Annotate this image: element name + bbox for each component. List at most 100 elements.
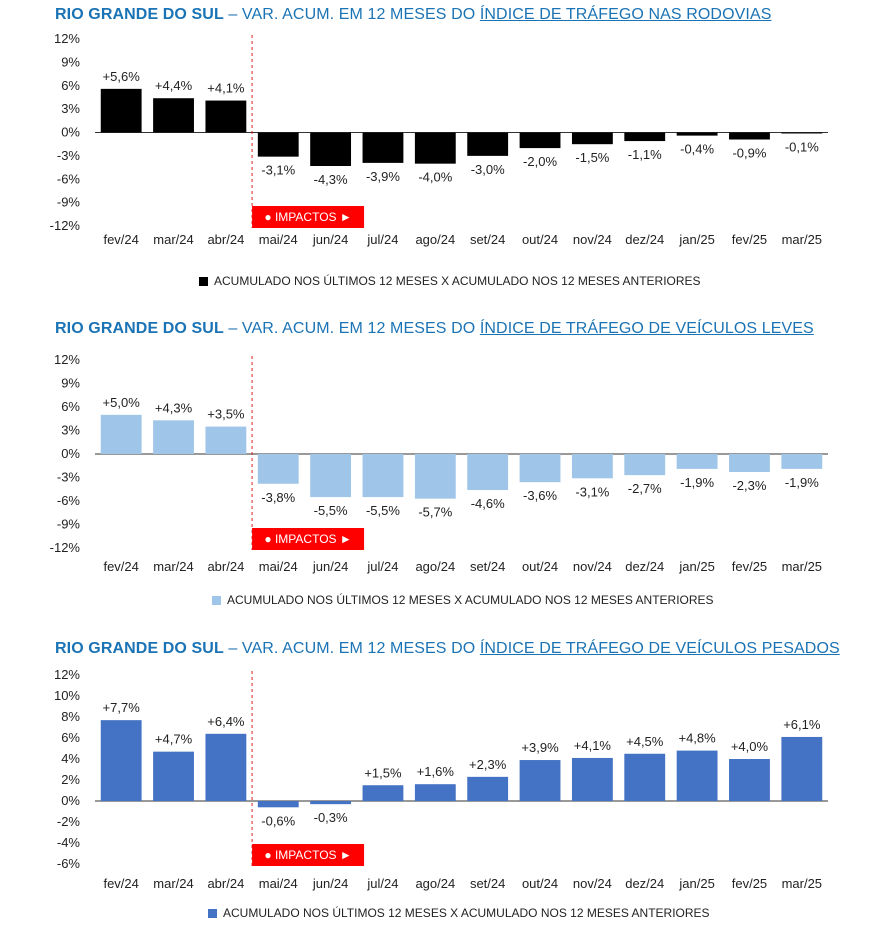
bar: [100, 88, 142, 133]
legend-label: ACUMULADO NOS ÚLTIMOS 12 MESES X ACUMULA…: [223, 906, 710, 920]
legend-label: ACUMULADO NOS ÚLTIMOS 12 MESES X ACUMULA…: [214, 274, 701, 288]
data-label: -3,6%: [523, 488, 557, 503]
data-label: -0,9%: [732, 146, 766, 161]
chart-title: RIO GRANDE DO SUL – VAR. ACUM. EM 12 MES…: [55, 320, 814, 338]
data-label: -4,3%: [314, 172, 348, 187]
x-tick-label: set/24: [470, 232, 505, 247]
x-tick-label: out/24: [522, 232, 558, 247]
bar: [257, 801, 299, 808]
y-tick-label: 6%: [61, 78, 80, 93]
x-tick-label: jul/24: [366, 876, 398, 891]
x-tick-label: jan/25: [678, 876, 714, 891]
bar: [257, 454, 299, 484]
y-tick-label: -12%: [50, 218, 81, 233]
x-tick-label: jan/25: [678, 232, 714, 247]
x-tick-label: fev/24: [103, 876, 138, 891]
x-tick-label: jun/24: [312, 559, 348, 574]
chart-title: RIO GRANDE DO SUL – VAR. ACUM. EM 12 MES…: [55, 6, 771, 24]
data-label: +7,7%: [103, 700, 141, 715]
x-tick-label: ago/24: [415, 876, 455, 891]
y-tick-label: -9%: [57, 517, 81, 532]
bar: [153, 98, 194, 133]
impact-tag-label: ● IMPACTOS ►: [264, 210, 351, 224]
x-tick-label: out/24: [522, 876, 558, 891]
bar: [362, 132, 404, 163]
bar: [310, 801, 352, 805]
data-label: -0,4%: [680, 142, 714, 157]
chart-panel-veiculos-leves: RIO GRANDE DO SUL – VAR. ACUM. EM 12 MES…: [0, 320, 886, 620]
data-label: -3,1%: [261, 163, 295, 178]
y-tick-label: 10%: [54, 688, 80, 703]
bar: [624, 454, 666, 476]
x-tick-label: mar/25: [782, 232, 822, 247]
data-label: -5,7%: [418, 505, 452, 520]
data-label: -1,9%: [680, 475, 714, 490]
bar: [519, 454, 561, 483]
chart-panel-rodovias: RIO GRANDE DO SUL – VAR. ACUM. EM 12 MES…: [0, 6, 886, 306]
y-tick-label: 12%: [54, 31, 80, 46]
y-tick-label: -12%: [50, 540, 81, 555]
data-label: -3,0%: [471, 162, 505, 177]
bar: [153, 751, 194, 801]
bar: [414, 784, 456, 801]
data-label: +4,8%: [678, 731, 716, 746]
y-tick-label: -3%: [57, 470, 81, 485]
title-link[interactable]: ÍNDICE DE TRÁFEGO NAS RODOVIAS: [479, 6, 772, 23]
title-separator: –: [223, 320, 242, 337]
x-tick-label: jun/24: [312, 876, 348, 891]
bar: [467, 454, 509, 491]
x-tick-label: ago/24: [415, 559, 455, 574]
data-label: +4,1%: [207, 81, 245, 96]
bar: [153, 420, 194, 454]
chart-legend: ACUMULADO NOS ÚLTIMOS 12 MESES X ACUMULA…: [199, 274, 701, 288]
x-tick-label: fev/25: [732, 559, 767, 574]
data-label: +4,7%: [155, 732, 193, 747]
data-label: +4,5%: [626, 734, 664, 749]
x-tick-label: mar/25: [782, 559, 822, 574]
data-label: +6,1%: [783, 717, 821, 732]
bar-chart: 12% 9% 6% 3% 0% -3% -6% -9% -12% +5,6% fev/24 +4,4%…: [50, 31, 828, 247]
data-label: -1,1%: [628, 147, 662, 162]
bar: [519, 132, 561, 149]
x-tick-label: fev/24: [103, 559, 138, 574]
bar: [414, 454, 456, 499]
data-label: -3,8%: [261, 490, 295, 505]
title-region: RIO GRANDE DO SUL: [55, 320, 224, 337]
data-label: -5,5%: [314, 503, 348, 518]
bar: [467, 132, 509, 156]
bar: [467, 776, 509, 801]
y-tick-label: 0%: [61, 793, 80, 808]
bar: [676, 132, 718, 136]
y-tick-label: 12%: [54, 352, 80, 367]
y-tick-label: -6%: [57, 171, 81, 186]
x-tick-label: nov/24: [573, 876, 612, 891]
legend-swatch: [208, 908, 217, 918]
bar: [205, 733, 247, 801]
bar-chart: 12% 10% 8% 6% 4% 2% 0% -2% -4% -6% +7,7% fev/24 +4,7…: [54, 667, 828, 891]
x-tick-label: out/24: [522, 559, 558, 574]
impact-tag: [252, 206, 365, 228]
bar: [519, 760, 561, 801]
bar: [676, 454, 718, 469]
y-tick-label: 2%: [61, 772, 80, 787]
legend-swatch: [199, 276, 208, 286]
x-tick-label: jul/24: [366, 559, 398, 574]
x-tick-label: ago/24: [415, 232, 455, 247]
title-link[interactable]: ÍNDICE DE TRÁFEGO DE VEÍCULOS LEVES: [479, 320, 814, 337]
data-label: +4,3%: [155, 400, 193, 415]
data-label: -0,3%: [314, 810, 348, 825]
bar-chart: 12% 9% 6% 3% 0% -3% -6% -9% -12% +5,0% fev/24 +4,3%…: [50, 352, 828, 574]
title-link[interactable]: ÍNDICE DE TRÁFEGO DE VEÍCULOS PESADOS: [479, 640, 840, 657]
title-text: VAR. ACUM. EM 12 MESES DO: [241, 640, 480, 657]
legend-label: ACUMULADO NOS ÚLTIMOS 12 MESES X ACUMULA…: [227, 593, 714, 607]
x-tick-label: abr/24: [207, 559, 244, 574]
bar: [257, 132, 299, 157]
data-label: +4,1%: [574, 738, 612, 753]
data-label: +3,5%: [207, 407, 245, 422]
legend-swatch: [212, 595, 221, 605]
title-separator: –: [223, 640, 242, 657]
x-tick-label: fev/25: [732, 232, 767, 247]
bar: [310, 132, 352, 167]
y-tick-label: 4%: [61, 751, 80, 766]
bar: [781, 454, 823, 469]
